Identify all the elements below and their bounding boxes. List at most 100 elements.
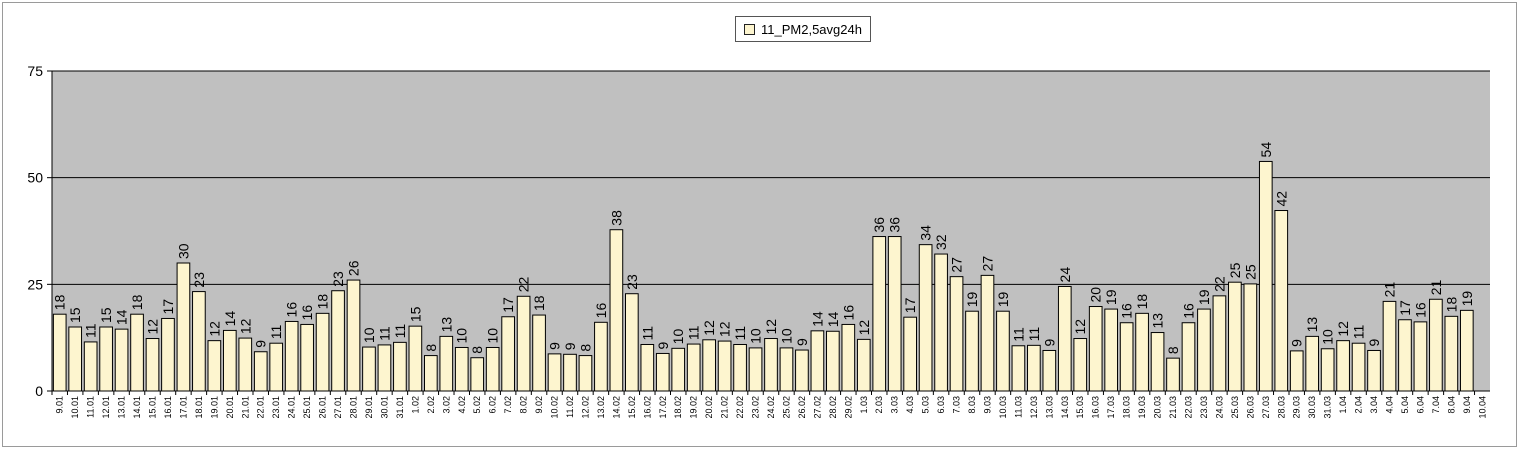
data-label: 22 bbox=[1211, 276, 1227, 292]
data-label: 34 bbox=[918, 225, 934, 241]
x-tick-label: 14.02 bbox=[611, 396, 621, 419]
data-label: 10 bbox=[1320, 329, 1336, 345]
data-label: 18 bbox=[1134, 294, 1150, 310]
legend-swatch bbox=[744, 23, 755, 35]
x-tick-label: 1.02 bbox=[410, 396, 420, 414]
bar bbox=[300, 323, 314, 392]
data-label: 9 bbox=[1289, 339, 1305, 347]
bar bbox=[346, 279, 361, 392]
bar bbox=[1166, 357, 1180, 392]
data-label: 16 bbox=[299, 305, 315, 321]
data-label: 10 bbox=[778, 328, 794, 344]
x-tick-label: 5.04 bbox=[1400, 396, 1410, 414]
data-label: 9 bbox=[794, 338, 810, 346]
data-label: 12 bbox=[145, 319, 161, 335]
x-tick-label: 27.03 bbox=[1261, 396, 1271, 419]
bar bbox=[253, 351, 268, 392]
data-label: 11 bbox=[732, 326, 748, 341]
data-label: 11 bbox=[1010, 327, 1026, 342]
data-label: 9 bbox=[253, 340, 269, 348]
data-label: 22 bbox=[516, 276, 532, 292]
bar bbox=[1258, 160, 1273, 392]
bar bbox=[655, 352, 670, 392]
data-label: 12 bbox=[1335, 321, 1351, 337]
x-tick-label: 19.03 bbox=[1137, 396, 1147, 419]
bar bbox=[748, 347, 763, 392]
x-tick-label: 21.02 bbox=[720, 396, 730, 419]
x-tick-label: 3.03 bbox=[890, 396, 900, 414]
x-tick-label: 23.02 bbox=[751, 396, 761, 419]
bar bbox=[269, 342, 284, 392]
bar bbox=[192, 291, 206, 392]
data-label: 19 bbox=[995, 291, 1011, 307]
x-tick-label: 3.02 bbox=[441, 396, 451, 414]
bar bbox=[1351, 342, 1366, 392]
bar bbox=[686, 343, 701, 392]
data-label: 8 bbox=[577, 344, 593, 352]
bar bbox=[795, 349, 809, 392]
bar bbox=[903, 316, 918, 392]
x-tick-label: 28.01 bbox=[349, 396, 359, 419]
x-tick-label: 11.02 bbox=[565, 396, 575, 418]
bar bbox=[841, 323, 856, 392]
x-tick-label: 9.02 bbox=[534, 396, 544, 414]
data-label: 10 bbox=[748, 328, 764, 344]
data-label: 15 bbox=[407, 306, 423, 322]
data-label: 10 bbox=[670, 329, 686, 345]
data-label: 12 bbox=[763, 319, 779, 335]
bar bbox=[1382, 300, 1397, 392]
data-label: 8 bbox=[469, 346, 485, 354]
bar bbox=[516, 295, 531, 392]
bar bbox=[1135, 312, 1149, 392]
bar bbox=[439, 335, 454, 392]
data-label: 9 bbox=[1041, 338, 1057, 346]
bar bbox=[1212, 295, 1227, 392]
bar bbox=[284, 320, 299, 392]
x-tick-label: 22.03 bbox=[1183, 396, 1193, 419]
bar bbox=[949, 276, 964, 392]
data-label: 32 bbox=[933, 234, 949, 250]
data-label: 9 bbox=[655, 341, 671, 349]
data-label: 8 bbox=[423, 344, 439, 352]
bar bbox=[856, 338, 871, 392]
data-label: 13 bbox=[1304, 317, 1320, 333]
data-label: 12 bbox=[701, 320, 717, 336]
data-label: 8 bbox=[1165, 346, 1181, 354]
bar bbox=[887, 236, 902, 392]
data-label: 25 bbox=[1242, 264, 1258, 280]
data-label: 17 bbox=[160, 299, 176, 315]
bar bbox=[733, 343, 747, 392]
bar bbox=[547, 353, 562, 392]
x-tick-label: 10.02 bbox=[550, 396, 560, 419]
y-tick-label: 25 bbox=[27, 276, 43, 292]
x-tick-label: 19.02 bbox=[689, 396, 699, 419]
x-tick-label: 6.03 bbox=[936, 396, 946, 414]
data-label: 15 bbox=[67, 307, 83, 323]
data-label: 11 bbox=[1351, 324, 1367, 339]
bar bbox=[764, 338, 778, 392]
bar bbox=[454, 346, 469, 392]
data-label: 30 bbox=[175, 243, 191, 259]
bar bbox=[1073, 338, 1088, 392]
y-tick-label: 50 bbox=[27, 170, 43, 186]
bar bbox=[1274, 210, 1289, 392]
data-label: 21 bbox=[1428, 279, 1444, 295]
x-tick-label: 12.03 bbox=[1029, 396, 1039, 419]
data-label: 19 bbox=[1103, 289, 1119, 305]
x-tick-label: 10.04 bbox=[1477, 396, 1487, 419]
x-tick-label: 8.03 bbox=[967, 396, 977, 414]
data-label: 23 bbox=[191, 272, 207, 288]
x-tick-label: 10.01 bbox=[70, 396, 80, 419]
data-label: 12 bbox=[717, 321, 733, 337]
bar bbox=[1243, 283, 1258, 392]
x-tick-label: 16.03 bbox=[1091, 396, 1101, 419]
x-tick-label: 31.01 bbox=[395, 396, 405, 419]
data-label: 17 bbox=[1397, 300, 1413, 316]
data-label: 11 bbox=[268, 324, 284, 339]
x-tick-label: 5.02 bbox=[472, 396, 482, 414]
x-tick-label: 20.03 bbox=[1153, 396, 1163, 419]
bar bbox=[1088, 306, 1103, 392]
x-tick-label: 23.03 bbox=[1199, 396, 1209, 419]
x-tick-label: 23.01 bbox=[271, 396, 281, 419]
